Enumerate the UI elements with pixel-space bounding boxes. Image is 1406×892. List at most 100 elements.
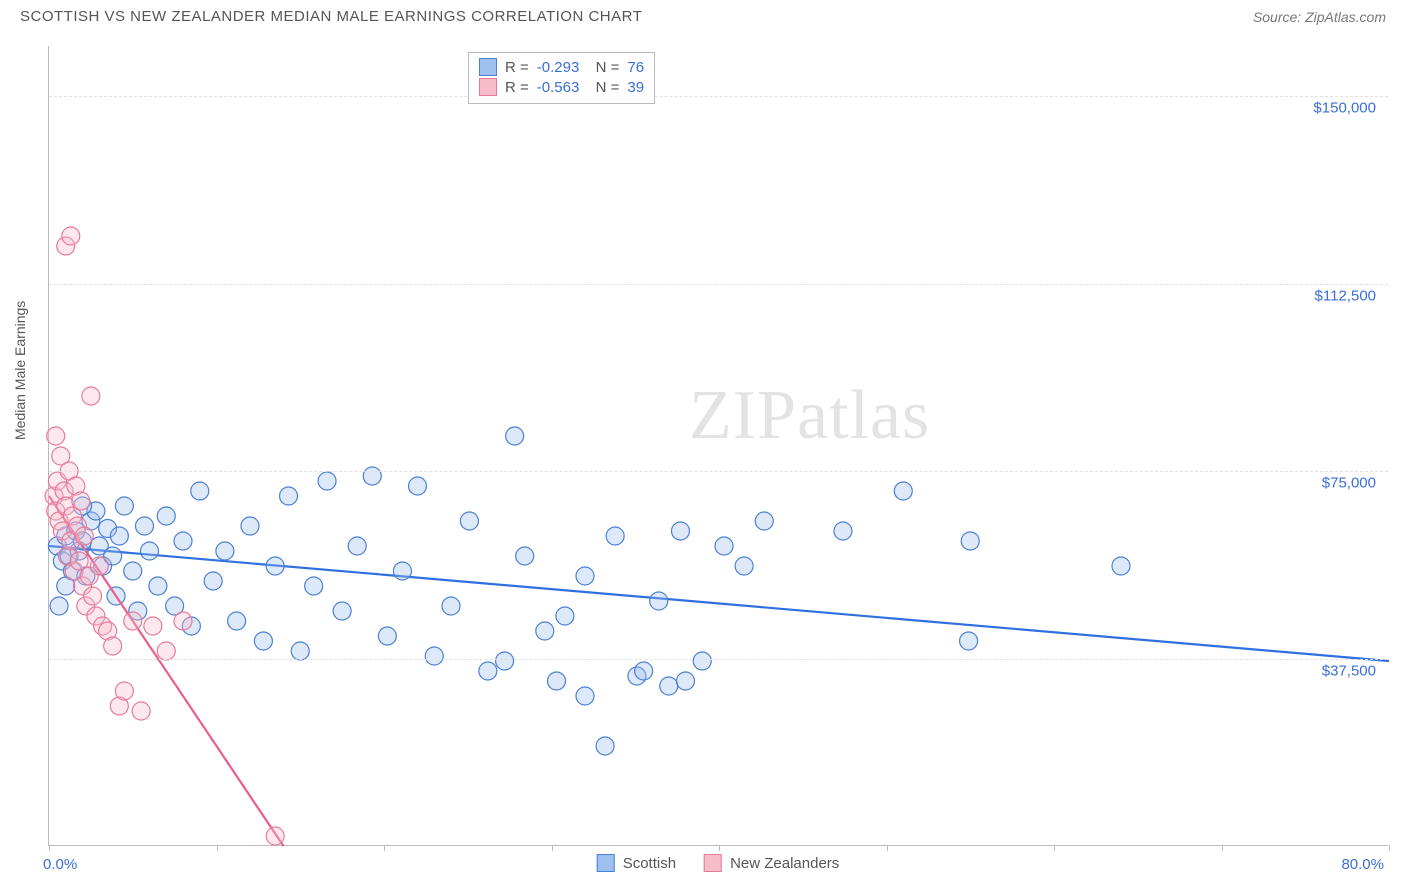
data-point	[280, 487, 298, 505]
data-point	[516, 547, 534, 565]
data-point	[506, 427, 524, 445]
stats-row-newzealanders: R = -0.563 N = 39	[479, 77, 644, 97]
data-point	[62, 227, 80, 245]
data-point	[735, 557, 753, 575]
y-tick-label: $112,500	[1315, 287, 1376, 304]
data-point	[124, 612, 142, 630]
data-point	[496, 652, 514, 670]
y-tick-label: $37,500	[1322, 662, 1376, 679]
data-point	[115, 497, 133, 515]
bottom-legend: Scottish New Zealanders	[597, 854, 840, 872]
x-tick-label: 80.0%	[1341, 856, 1384, 873]
data-point	[266, 827, 284, 845]
data-point	[576, 687, 594, 705]
x-tick	[719, 845, 720, 851]
data-point	[333, 602, 351, 620]
data-point	[961, 532, 979, 550]
data-point	[596, 737, 614, 755]
x-tick-label: 0.0%	[43, 856, 77, 873]
legend-label-scottish: Scottish	[623, 855, 676, 872]
gridline	[49, 284, 1388, 285]
data-point	[135, 517, 153, 535]
data-point	[635, 662, 653, 680]
swatch-newzealanders	[479, 78, 497, 96]
x-tick	[1054, 845, 1055, 851]
data-point	[241, 517, 259, 535]
legend-item-newzealanders: New Zealanders	[704, 854, 839, 872]
data-point	[677, 672, 695, 690]
data-point	[671, 522, 689, 540]
legend-item-scottish: Scottish	[597, 854, 676, 872]
data-point	[144, 617, 162, 635]
legend-swatch-newzealanders	[704, 854, 722, 872]
data-point	[834, 522, 852, 540]
data-point	[228, 612, 246, 630]
data-point	[460, 512, 478, 530]
stats-legend: R = -0.293 N = 76 R = -0.563 N = 39	[468, 52, 655, 104]
swatch-scottish	[479, 58, 497, 76]
data-point	[318, 472, 336, 490]
stats-row-scottish: R = -0.293 N = 76	[479, 57, 644, 77]
data-point	[1112, 557, 1130, 575]
plot-wrap: ZIPatlas $37,500$75,000$112,500$150,0000…	[48, 46, 1388, 846]
data-point	[693, 652, 711, 670]
y-tick-label: $150,000	[1313, 100, 1376, 117]
data-point	[556, 607, 574, 625]
x-tick	[384, 845, 385, 851]
data-point	[216, 542, 234, 560]
data-point	[479, 662, 497, 680]
data-point	[425, 647, 443, 665]
data-point	[50, 597, 68, 615]
data-point	[363, 467, 381, 485]
data-point	[291, 642, 309, 660]
data-point	[393, 562, 411, 580]
gridline	[49, 659, 1388, 660]
x-tick	[552, 845, 553, 851]
data-point	[47, 427, 65, 445]
trend-line	[49, 546, 1389, 661]
x-tick	[887, 845, 888, 851]
data-point	[576, 567, 594, 585]
data-point	[378, 627, 396, 645]
data-point	[115, 682, 133, 700]
data-point	[157, 507, 175, 525]
data-point	[660, 677, 678, 695]
data-point	[141, 542, 159, 560]
data-point	[254, 632, 272, 650]
y-axis-label: Median Male Earnings	[12, 301, 28, 440]
data-point	[409, 477, 427, 495]
source-label: Source: ZipAtlas.com	[1253, 9, 1386, 25]
data-point	[174, 612, 192, 630]
data-point	[348, 537, 366, 555]
plot-area: ZIPatlas $37,500$75,000$112,500$150,0000…	[48, 46, 1388, 846]
x-tick	[217, 845, 218, 851]
gridline	[49, 471, 1388, 472]
trend-line	[49, 496, 284, 846]
data-point	[606, 527, 624, 545]
data-point	[305, 577, 323, 595]
data-point	[157, 642, 175, 660]
data-point	[110, 527, 128, 545]
data-point	[84, 587, 102, 605]
data-point	[124, 562, 142, 580]
y-tick-label: $75,000	[1322, 475, 1376, 492]
chart-title: SCOTTISH VS NEW ZEALANDER MEDIAN MALE EA…	[20, 8, 642, 25]
data-point	[894, 482, 912, 500]
gridline	[49, 96, 1388, 97]
data-point	[72, 492, 90, 510]
data-point	[149, 577, 167, 595]
legend-swatch-scottish	[597, 854, 615, 872]
data-point	[548, 672, 566, 690]
x-tick	[1222, 845, 1223, 851]
data-point	[442, 597, 460, 615]
data-point	[715, 537, 733, 555]
x-tick	[1389, 845, 1390, 851]
scatter-svg	[49, 46, 1389, 846]
data-point	[536, 622, 554, 640]
data-point	[191, 482, 209, 500]
data-point	[204, 572, 222, 590]
data-point	[132, 702, 150, 720]
data-point	[960, 632, 978, 650]
data-point	[650, 592, 668, 610]
x-tick	[49, 845, 50, 851]
